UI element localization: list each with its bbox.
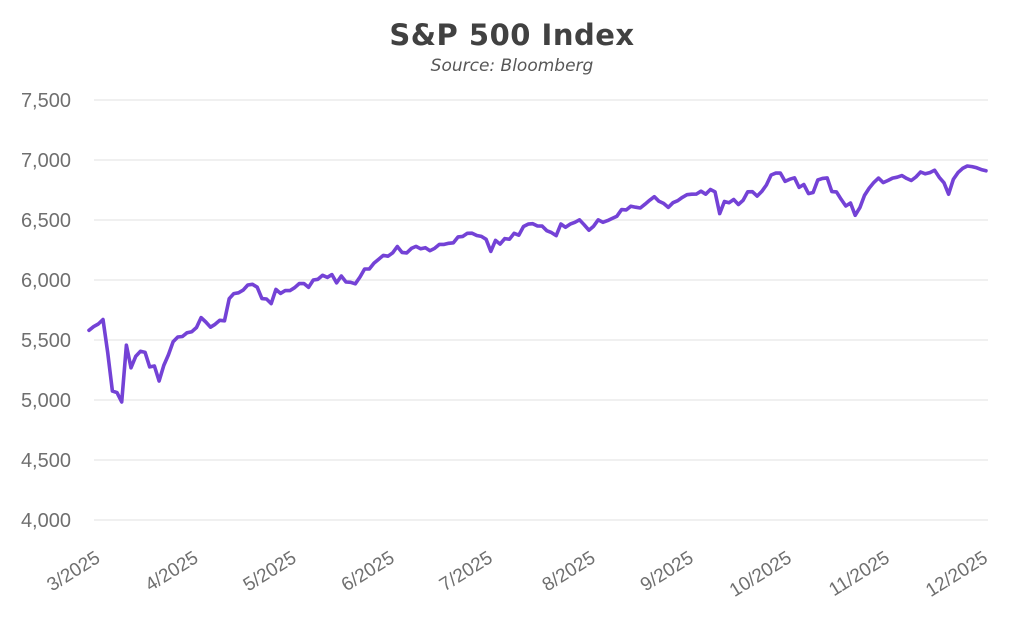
- y-tick-label: 4,000: [21, 510, 71, 532]
- x-tick-label: 3/2025: [44, 547, 104, 596]
- chart-title: S&P 500 Index: [389, 18, 634, 52]
- x-tick-label: 9/2025: [637, 547, 697, 596]
- y-tick-label: 7,000: [21, 150, 71, 172]
- y-axis-labels-group: 4,000 4,500 5,000 5,500 6,000 6,500 7,000 7,500: [21, 90, 71, 532]
- price-line: [87, 164, 988, 404]
- x-tick-label: 6/2025: [338, 547, 398, 596]
- y-tick-label: 5,000: [21, 390, 71, 412]
- y-tick-label: 6,000: [21, 270, 71, 292]
- x-tick-label: 7/2025: [436, 547, 496, 596]
- x-tick-label: 10/2025: [726, 547, 795, 601]
- gridlines-group: [94, 99, 988, 521]
- x-tick-label: 11/2025: [825, 547, 893, 600]
- x-tick-label: 8/2025: [539, 547, 599, 596]
- x-tick-label: 12/2025: [922, 547, 991, 601]
- y-tick-label: 6,500: [21, 210, 71, 232]
- y-tick-label: 5,500: [21, 330, 71, 352]
- x-axis-labels-group: 3/2025 4/2025 5/2025 6/2025 7/2025 8/2025 9/20…: [44, 547, 992, 601]
- series-group: [87, 164, 988, 404]
- x-tick-label: 4/2025: [142, 547, 202, 596]
- y-tick-label: 4,500: [21, 450, 71, 472]
- chart-subtitle: Source: Bloomberg: [431, 56, 594, 76]
- y-tick-label: 7,500: [21, 90, 71, 112]
- x-tick-label: 5/2025: [240, 547, 300, 596]
